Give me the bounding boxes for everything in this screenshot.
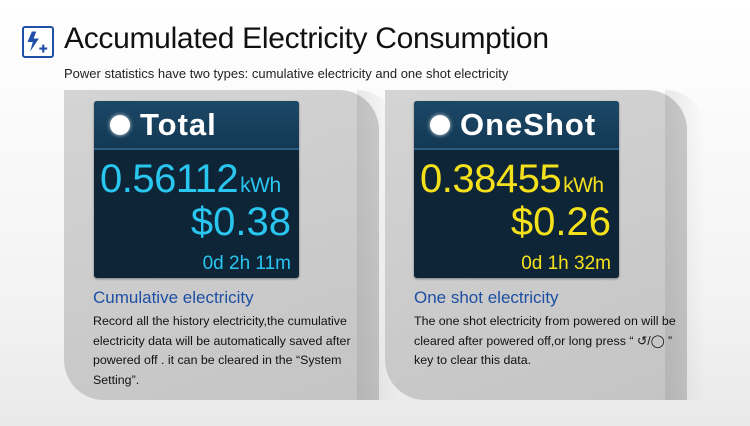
lightning-plus-icon xyxy=(22,26,54,58)
section-heading: One shot electricity xyxy=(414,288,559,307)
oneshot-display-screen: OneShot 0.38455kWh $0.26 0d 1h 32m xyxy=(414,101,619,278)
energy-unit: kWh xyxy=(563,174,604,197)
indicator-dot-icon xyxy=(110,115,130,135)
screen-title: OneShot xyxy=(460,107,597,142)
screen-header: Total xyxy=(94,101,299,148)
section-description: Record all the history electricity,the c… xyxy=(93,314,351,387)
indicator-dot-icon xyxy=(430,115,450,135)
energy-unit: kWh xyxy=(240,174,281,197)
page-title: Accumulated Electricity Consumption xyxy=(64,22,549,55)
screen-divider xyxy=(414,148,619,150)
screen-divider xyxy=(94,148,299,150)
screen-title: Total xyxy=(140,107,217,142)
page-subtitle: Power statistics have two types: cumulat… xyxy=(64,66,509,81)
cost-readout: $0.38 xyxy=(190,200,291,244)
energy-readout: 0.38455kWh xyxy=(420,157,604,202)
energy-readout: 0.56112kWh xyxy=(100,157,281,202)
screen-header: OneShot xyxy=(414,101,619,148)
cost-readout: $0.26 xyxy=(510,200,611,244)
oneshot-card: OneShot 0.38455kWh $0.26 0d 1h 32m One s… xyxy=(385,90,705,400)
section-heading: Cumulative electricity xyxy=(93,288,254,307)
energy-value: 0.38455 xyxy=(420,157,562,201)
section-description: The one shot electricity from powered on… xyxy=(414,314,676,367)
duration-readout: 0d 2h 11m xyxy=(202,253,291,274)
total-card: Total 0.56112kWh $0.38 0d 2h 11m Cumulat… xyxy=(64,90,397,400)
energy-value: 0.56112 xyxy=(100,157,239,201)
duration-readout: 0d 1h 32m xyxy=(521,253,611,274)
total-display-screen: Total 0.56112kWh $0.38 0d 2h 11m xyxy=(94,101,299,278)
